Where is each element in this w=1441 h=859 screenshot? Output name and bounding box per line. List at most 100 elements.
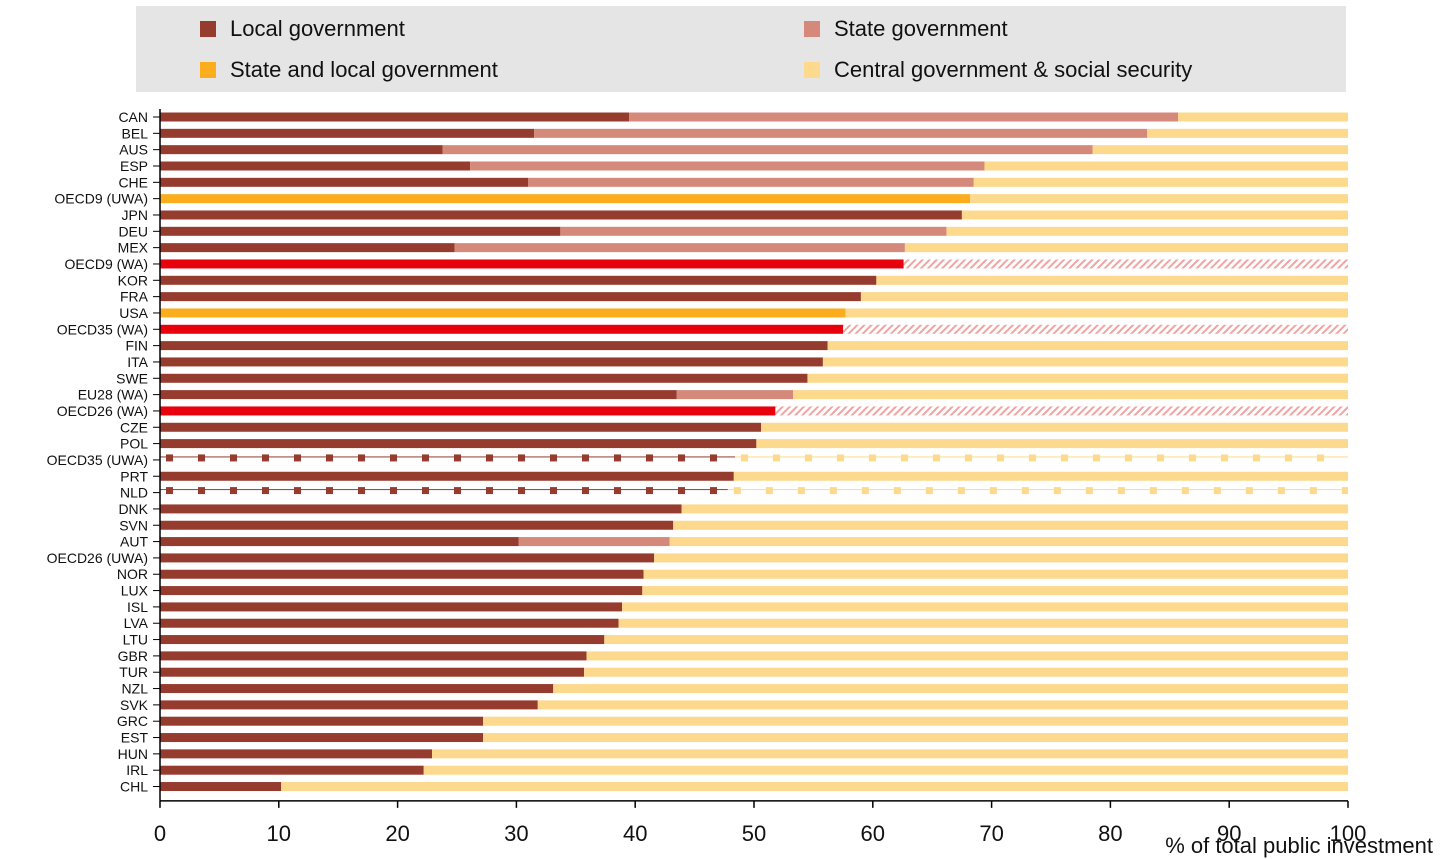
y-tick-label-est: EST: [121, 730, 149, 746]
bar-oecd35-uwa-central-line: [734, 456, 1348, 458]
bar-nld-local-dash: [710, 487, 717, 495]
bar-oecd35-uwa-central-dash: [1316, 454, 1324, 462]
bar-aut-central: [669, 537, 1348, 547]
legend-label-state: State government: [834, 16, 1008, 41]
bar-row-prt: [160, 471, 1348, 481]
bar-fin-central: [827, 341, 1348, 351]
bar-oecd35-uwa-central-dash: [772, 454, 780, 462]
x-tick-label-30: 30: [504, 821, 528, 846]
y-tick-label-oecd9-wa: OECD9 (WA): [65, 256, 148, 272]
bar-oecd35-uwa-local-dash: [614, 454, 621, 462]
bar-pol-local: [160, 439, 757, 449]
bar-che-central: [973, 177, 1348, 187]
y-tick-label-aus: AUS: [119, 142, 148, 158]
bar-nld-local-dash: [230, 487, 237, 495]
bar-row-lux: [160, 586, 1348, 596]
legend-swatch-state: [804, 21, 820, 37]
legend-swatch-local: [200, 21, 216, 37]
bar-nld-local-dash: [454, 487, 461, 495]
bar-pol-central: [756, 439, 1348, 449]
bar-svk-central: [537, 700, 1348, 710]
bar-nld-central-dash: [861, 487, 869, 495]
bar-row-isl: [160, 602, 1348, 612]
bar-eu28-wa-central: [793, 390, 1348, 400]
bar-deu-local: [160, 226, 561, 236]
bar-chl-local: [160, 782, 282, 792]
bar-est-central: [483, 733, 1348, 743]
x-tick-label-80: 80: [1098, 821, 1122, 846]
bar-nld-local-dash: [358, 487, 365, 495]
legend-label-local: Local government: [230, 16, 405, 41]
y-tick-label-grc: GRC: [117, 713, 148, 729]
x-tick-label-70: 70: [979, 821, 1003, 846]
bar-nld-local-dash: [422, 487, 429, 495]
bar-oecd35-uwa-central-dash: [804, 454, 812, 462]
bar-dnk-central: [681, 504, 1348, 514]
bar-row-aus: [160, 145, 1348, 155]
bar-row-dnk: [160, 504, 1348, 514]
x-tick-label-10: 10: [267, 821, 291, 846]
y-tick-label-kor: KOR: [118, 272, 148, 288]
bar-irl-central: [423, 765, 1349, 775]
bar-dnk-local: [160, 504, 682, 514]
bar-eu28-wa-state: [676, 390, 794, 400]
bar-row-che: [160, 177, 1348, 187]
bar-oecd35-wa-aggregate: [160, 324, 844, 334]
bar-row-svk: [160, 700, 1348, 710]
bar-nor-local: [160, 569, 644, 579]
bar-nld-local-dash: [390, 487, 397, 495]
bar-isl-local: [160, 602, 623, 612]
bar-cze-local: [160, 422, 762, 432]
bar-row-deu: [160, 226, 1348, 236]
bar-oecd35-uwa-local-dash: [358, 454, 365, 462]
legend-item-central: Central government & social security: [804, 57, 1192, 83]
bar-bel-local: [160, 128, 535, 138]
bar-nld-central-dash: [925, 487, 933, 495]
bar-nld-local-dash: [326, 487, 333, 495]
bar-nld-local-dash: [646, 487, 653, 495]
y-tick-label-pol: POL: [120, 436, 148, 452]
bar-row-ita: [160, 357, 1348, 367]
bar-row-oecd26-wa: [160, 406, 1348, 416]
bar-che-local: [160, 177, 529, 187]
y-tick-label-nld: NLD: [120, 485, 148, 501]
legend-item-local: Local government: [200, 16, 405, 42]
y-tick-label-oecd35-uwa: OECD35 (UWA): [47, 452, 148, 468]
bar-esp-local: [160, 161, 471, 171]
y-tick-label-bel: BEL: [122, 125, 149, 141]
bar-oecd35-uwa-central-dash: [1220, 454, 1228, 462]
bar-mex-state: [454, 243, 905, 253]
bar-can-state: [629, 112, 1179, 122]
y-tick-label-esp: ESP: [120, 158, 148, 174]
bar-row-grc: [160, 716, 1348, 726]
bar-nld-local-dash: [294, 487, 301, 495]
bar-row-oecd35-wa: [160, 324, 1348, 334]
y-tick-label-lva: LVA: [124, 615, 149, 631]
bars-group: [160, 112, 1349, 792]
x-tick-label-40: 40: [623, 821, 647, 846]
legend-label-central: Central government & social security: [834, 57, 1193, 82]
y-tick-label-usa: USA: [119, 305, 148, 321]
bar-nor-central: [643, 569, 1348, 579]
legend-item-state: State government: [804, 16, 1008, 42]
bar-nld-local-dash: [550, 487, 557, 495]
bar-oecd26-wa-aggregate: [160, 406, 776, 416]
bar-nld-central-dash: [893, 487, 901, 495]
bar-mex-local: [160, 243, 455, 253]
bar-aut-state: [518, 537, 670, 547]
bar-aus-state: [442, 145, 1093, 155]
bar-row-pol: [160, 439, 1348, 449]
bar-oecd9-uwa-state-local: [160, 194, 971, 204]
bar-swe-central: [807, 373, 1348, 383]
bar-fin-local: [160, 341, 828, 351]
bar-grc-central: [483, 716, 1348, 726]
y-tick-label-gbr: GBR: [118, 648, 148, 664]
bar-oecd35-uwa-central-dash: [868, 454, 876, 462]
bar-lux-central: [642, 586, 1348, 596]
bar-ita-local: [160, 357, 823, 367]
y-tick-label-tur: TUR: [119, 664, 148, 680]
bar-tur-local: [160, 667, 585, 677]
bar-nld-local-dash: [166, 487, 173, 495]
bar-nld-central-dash: [1341, 487, 1348, 495]
bar-nld-central-dash: [1149, 487, 1157, 495]
